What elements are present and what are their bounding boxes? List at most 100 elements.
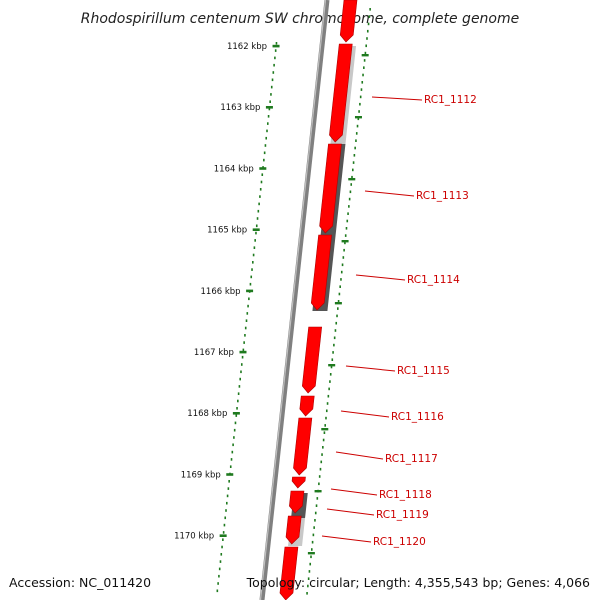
ruler-dot (264, 144, 267, 147)
ruler-dot (220, 553, 223, 556)
ruler-dot (251, 268, 253, 271)
ruler-dot (346, 219, 349, 223)
ruler-dot (308, 570, 311, 573)
ruler-major-tick (361, 54, 369, 57)
label-leader-line (321, 535, 372, 543)
ruler-dot (245, 319, 248, 322)
ruler-dot (359, 102, 361, 106)
ruler-dot (221, 545, 223, 549)
gene-label: RC1_1112 (424, 94, 477, 106)
kbp-label: 1170 kbp (174, 532, 214, 542)
label-leader-line (355, 274, 406, 281)
ruler-dot (333, 343, 335, 347)
ruler-dot (225, 509, 227, 512)
gene-arrow (302, 326, 323, 394)
ruler-dot (351, 168, 354, 172)
ruler-dot (318, 475, 321, 478)
ruler-dot (218, 574, 220, 578)
ruler-dot (353, 154, 356, 157)
ruler-dot (266, 129, 268, 133)
kbp-tick (246, 289, 254, 293)
kbp-label: 1163 kbp (220, 103, 260, 113)
ruler-dot (240, 363, 243, 366)
ruler-dot (306, 592, 308, 595)
ruler-dot (365, 44, 367, 48)
ruler-dot (318, 482, 320, 486)
ruler-dot (248, 297, 250, 301)
ruler-dot (228, 480, 230, 483)
label-leader-line (364, 190, 415, 197)
kbp-label: 1167 kbp (194, 348, 234, 358)
ruler-dot (273, 63, 275, 67)
gene-label: RC1_1113 (416, 190, 469, 202)
ruler-dot (357, 117, 360, 121)
ruler-dot (310, 555, 312, 559)
label-leader-line (330, 488, 378, 496)
ruler-dot (275, 42, 278, 45)
kbp-tick (226, 473, 234, 476)
ruler-dot (364, 51, 367, 55)
ruler-major-tick (348, 178, 356, 181)
ruler-dot (311, 540, 314, 544)
ruler-dot (347, 212, 349, 215)
ruler-dot (256, 217, 259, 220)
ruler-major-tick (321, 428, 329, 431)
ruler-dot (345, 227, 348, 230)
ruler-dot (218, 567, 221, 571)
ruler-dot (368, 15, 371, 18)
ruler-dot (226, 494, 229, 498)
ruler-dot (329, 380, 331, 383)
ruler-dot (230, 458, 233, 461)
ruler-major-tick (307, 552, 315, 555)
kbp-tick (272, 44, 280, 48)
ruler-dot (237, 399, 239, 403)
chromosome-backbone (259, 0, 330, 600)
kbp-tick (232, 412, 240, 415)
outer-tick-ruler (216, 42, 278, 593)
gene-label: RC1_1117 (385, 453, 438, 465)
ruler-dot (243, 341, 245, 344)
ruler-dot (227, 487, 230, 490)
ruler-dot (367, 22, 370, 26)
ruler-dot (320, 460, 323, 464)
accession-text: Accession: NC_011420 (9, 575, 151, 590)
ruler-dot (242, 348, 245, 352)
ruler-dot (322, 438, 325, 442)
ruler-dot (244, 326, 247, 330)
ruler-dot (240, 370, 242, 374)
ruler-dot (231, 450, 234, 454)
ruler-dot (342, 256, 345, 259)
ruler-dot (234, 421, 237, 425)
ruler-dot (271, 78, 274, 82)
ruler-dot (355, 132, 358, 135)
label-leader-line (326, 508, 375, 516)
ruler-dot (216, 589, 219, 593)
ruler-dot (224, 516, 227, 520)
ruler-dot (348, 205, 350, 208)
ruler-dot (274, 49, 277, 52)
ruler-dot (250, 275, 253, 279)
ruler-dot (217, 582, 219, 585)
gene-arrow (289, 490, 305, 514)
gene-label: RC1_1115 (397, 365, 450, 377)
ruler-dot (334, 329, 337, 332)
ruler-dot (219, 560, 222, 563)
ruler-dot (323, 431, 326, 434)
ruler-dot (252, 261, 254, 264)
ruler-dot (326, 402, 329, 405)
ruler-dot (325, 409, 328, 413)
kbp-label: 1162 kbp (227, 42, 267, 52)
ruler-dot (335, 321, 338, 325)
gene-label: RC1_1116 (391, 411, 444, 423)
ruler-dot (265, 136, 268, 140)
kbp-label: 1165 kbp (207, 226, 247, 236)
kbp-label: 1166 kbp (201, 287, 241, 297)
ruler-dot (315, 504, 318, 507)
ruler-dot (274, 56, 276, 60)
ruler-dot (257, 209, 260, 213)
ruler-dot (239, 377, 241, 381)
ruler-dot (272, 71, 275, 74)
ruler-dot (344, 234, 347, 237)
ruler-dot (263, 158, 265, 162)
ruler-dot (369, 8, 371, 11)
